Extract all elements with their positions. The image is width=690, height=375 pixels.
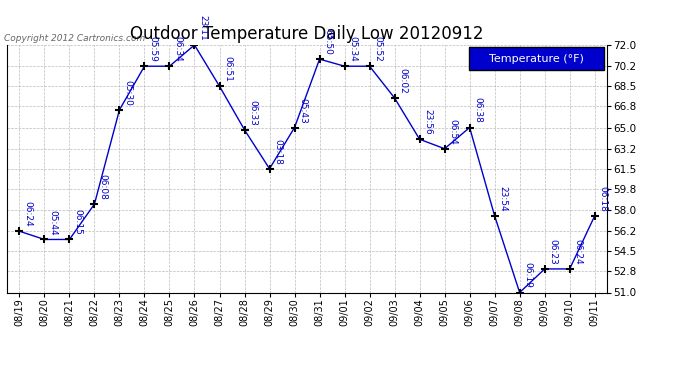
Text: 05:30: 05:30 bbox=[124, 80, 132, 106]
Text: 06:18: 06:18 bbox=[599, 186, 608, 212]
Text: Copyright 2012 Cartronics.com: Copyright 2012 Cartronics.com bbox=[4, 33, 145, 42]
Text: 05:34: 05:34 bbox=[348, 36, 357, 62]
Text: 06:19: 06:19 bbox=[524, 262, 533, 288]
Text: 05:52: 05:52 bbox=[374, 36, 383, 62]
Text: 06:54: 06:54 bbox=[448, 119, 457, 144]
Text: 06:15: 06:15 bbox=[74, 209, 83, 235]
Text: 23:54: 23:54 bbox=[499, 186, 508, 212]
Text: 06:33: 06:33 bbox=[248, 100, 257, 126]
Text: 06:08: 06:08 bbox=[99, 174, 108, 200]
Text: Temperature (°F): Temperature (°F) bbox=[489, 54, 584, 64]
FancyBboxPatch shape bbox=[469, 48, 604, 70]
Text: 05:59: 05:59 bbox=[148, 36, 157, 62]
Text: 06:51: 06:51 bbox=[224, 56, 233, 82]
Text: 06:02: 06:02 bbox=[399, 68, 408, 94]
Text: 65:50: 65:50 bbox=[324, 29, 333, 55]
Text: 06:24: 06:24 bbox=[23, 201, 32, 227]
Text: 23:11: 23:11 bbox=[199, 15, 208, 41]
Text: 06:38: 06:38 bbox=[474, 98, 483, 123]
Text: 06:24: 06:24 bbox=[574, 239, 583, 265]
Text: 06:23: 06:23 bbox=[549, 239, 558, 265]
Title: Outdoor Temperature Daily Low 20120912: Outdoor Temperature Daily Low 20120912 bbox=[130, 26, 484, 44]
Text: 05:43: 05:43 bbox=[299, 98, 308, 123]
Text: 05:44: 05:44 bbox=[48, 210, 57, 235]
Text: 23:56: 23:56 bbox=[424, 110, 433, 135]
Text: 06:34: 06:34 bbox=[174, 36, 183, 62]
Text: 03:18: 03:18 bbox=[274, 139, 283, 165]
